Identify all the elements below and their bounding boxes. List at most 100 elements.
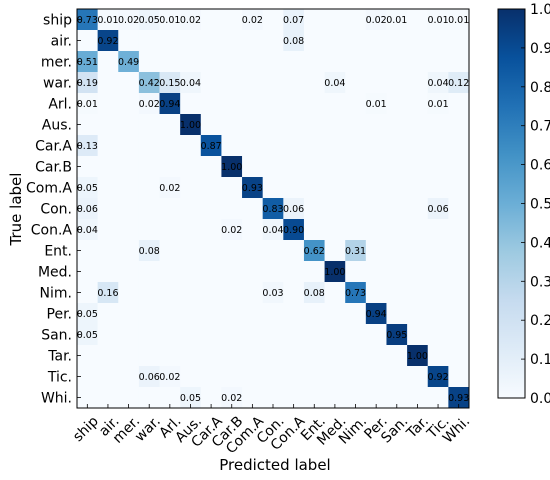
heatmap-cell — [180, 387, 202, 409]
cell-value-label: 0.93 — [242, 183, 263, 194]
heatmap-cell — [365, 135, 387, 157]
heatmap-cell — [180, 51, 202, 73]
heatmap-cell — [407, 366, 429, 388]
heatmap-cell — [386, 219, 408, 241]
cell-value-label: 0.90 — [283, 225, 304, 236]
y-tick-label: ship — [43, 13, 72, 29]
heatmap-cell — [386, 198, 408, 220]
heatmap-cell — [386, 324, 408, 346]
heatmap-cell — [262, 72, 284, 94]
y-tick-label: Ent. — [44, 244, 72, 260]
heatmap-cell — [448, 219, 470, 241]
heatmap-cell — [303, 156, 325, 178]
heatmap-cell — [138, 198, 160, 220]
heatmap-cell — [221, 30, 243, 52]
heatmap-cell — [345, 261, 367, 283]
y-tick-label: Tar. — [47, 349, 72, 365]
cell-value-label: 0.06 — [139, 372, 160, 383]
heatmap-cell — [159, 324, 181, 346]
heatmap-cell — [118, 93, 140, 115]
heatmap-cell — [448, 240, 470, 262]
heatmap-cell — [427, 51, 449, 73]
cell-value-label: 0.92 — [427, 372, 448, 383]
heatmap-cell — [138, 282, 160, 304]
heatmap-cell — [97, 387, 119, 409]
colorbar-tick-label: 0.0 — [530, 391, 550, 407]
heatmap-cell — [283, 387, 305, 409]
colorbar-tick-label: 0.4 — [530, 235, 550, 251]
heatmap-cell — [427, 135, 449, 157]
heatmap-cell — [345, 345, 367, 367]
heatmap-cell — [283, 198, 305, 220]
heatmap-cell — [242, 30, 264, 52]
cell-value-label: 0.04 — [324, 78, 345, 89]
heatmap-cell — [97, 324, 119, 346]
heatmap-cell — [427, 324, 449, 346]
cell-value-label: 0.06 — [283, 204, 304, 215]
heatmap-cell — [303, 177, 325, 199]
heatmap-cell — [407, 51, 429, 73]
heatmap-cell — [221, 9, 243, 31]
heatmap-cell — [138, 93, 160, 115]
heatmap-cell — [407, 30, 429, 52]
heatmap-cell — [345, 72, 367, 94]
heatmap-cell — [303, 261, 325, 283]
heatmap-cell — [180, 240, 202, 262]
cell-value-label: 0.01 — [77, 99, 98, 110]
heatmap-cell — [77, 324, 99, 346]
heatmap-cell — [407, 198, 429, 220]
cell-value-label: 0.83 — [262, 204, 283, 215]
heatmap-cell — [345, 324, 367, 346]
heatmap-cell — [427, 387, 449, 409]
heatmap-cell — [345, 387, 367, 409]
heatmap-cell — [345, 282, 367, 304]
heatmap-cell — [448, 345, 470, 367]
heatmap-cell — [365, 198, 387, 220]
heatmap-cell — [427, 198, 449, 220]
heatmap-cell — [407, 261, 429, 283]
heatmap-cell — [118, 30, 140, 52]
heatmap-cell — [365, 114, 387, 136]
heatmap-cell — [283, 135, 305, 157]
heatmap-cell — [448, 93, 470, 115]
y-tick-label: Whi. — [41, 391, 72, 407]
heatmap-cell — [324, 303, 346, 325]
heatmap-cell — [77, 366, 99, 388]
y-tick-label: Car.A — [35, 139, 72, 155]
cell-value-label: 0.02 — [221, 393, 242, 404]
heatmap-cell — [242, 72, 264, 94]
heatmap-cell — [262, 9, 284, 31]
heatmap-cell — [97, 114, 119, 136]
cell-value-label: 0.62 — [304, 246, 325, 257]
heatmap-cell — [159, 345, 181, 367]
heatmap-cell — [386, 93, 408, 115]
y-tick-label: mer. — [41, 55, 72, 71]
heatmap-cell — [242, 135, 264, 157]
heatmap-cell — [97, 282, 119, 304]
heatmap-cell — [283, 9, 305, 31]
cell-value-label: 0.08 — [283, 36, 304, 47]
cell-value-label: 0.16 — [97, 288, 118, 299]
cell-value-label: 0.04 — [427, 78, 448, 89]
heatmap-cell — [365, 345, 387, 367]
cell-value-label: 0.02 — [221, 225, 242, 236]
cell-value-label: 0.94 — [159, 99, 180, 110]
y-tick-label: Arl. — [48, 97, 72, 113]
colorbar-tick-label: 0.1 — [530, 352, 550, 368]
heatmap-cell — [365, 324, 387, 346]
heatmap-cell — [283, 303, 305, 325]
heatmap-cell — [407, 177, 429, 199]
heatmap-cell — [77, 72, 99, 94]
heatmap-cell — [407, 303, 429, 325]
heatmap-cell — [345, 135, 367, 157]
heatmap-cell — [427, 345, 449, 367]
heatmap-cell — [262, 366, 284, 388]
heatmap-cell — [386, 387, 408, 409]
y-tick-label: San. — [41, 328, 72, 344]
heatmap-cell — [77, 240, 99, 262]
cell-value-label: 0.01 — [427, 99, 448, 110]
heatmap-cell — [303, 303, 325, 325]
heatmap-cell — [118, 303, 140, 325]
cell-value-label: 0.31 — [345, 246, 366, 257]
cell-value-label: 0.49 — [118, 57, 139, 68]
